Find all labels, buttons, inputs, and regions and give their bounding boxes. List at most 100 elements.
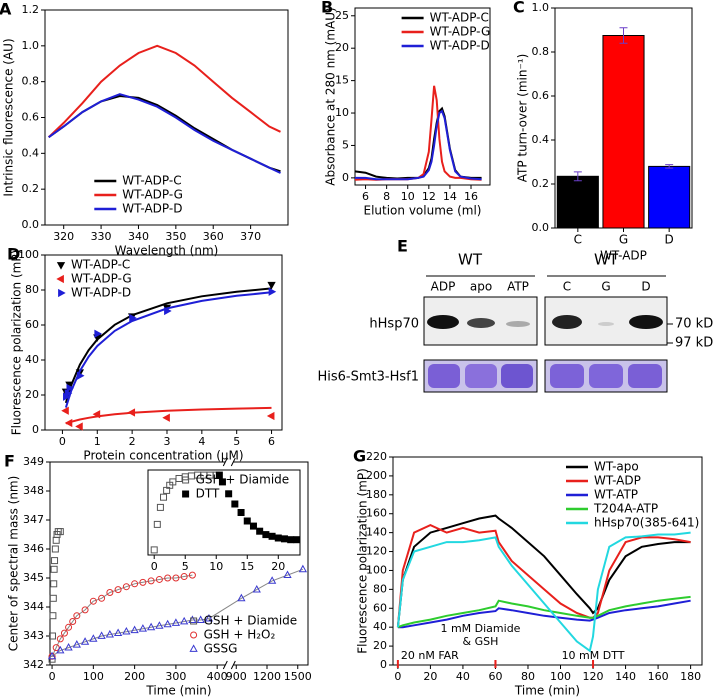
x-tick-label: 350 bbox=[165, 230, 186, 243]
x-axis-label: Protein concentration (μM) bbox=[83, 449, 243, 463]
point bbox=[127, 408, 136, 417]
y-tick-label: 15 bbox=[335, 74, 349, 87]
gel-group: WT bbox=[458, 251, 483, 269]
legend-marker bbox=[182, 476, 190, 484]
plot-frame bbox=[49, 461, 309, 666]
legend-label: hHsp70(385-641) bbox=[594, 516, 699, 530]
x-tick-label: 6 bbox=[268, 435, 275, 448]
point bbox=[249, 522, 257, 530]
series-line bbox=[354, 85, 482, 181]
point bbox=[49, 612, 57, 620]
legend-label: WT-ATP bbox=[594, 488, 638, 502]
y-axis-label: Intrinsic fluorescence (AU) bbox=[2, 38, 16, 196]
point bbox=[150, 546, 158, 554]
legend-label: GSSG bbox=[204, 642, 238, 656]
x-tick-label: 8 bbox=[383, 190, 390, 203]
x-tick-label: 0 bbox=[151, 560, 158, 573]
fit-line bbox=[65, 406, 272, 425]
gel-group: WT bbox=[594, 251, 619, 269]
x-tick-label: G bbox=[619, 233, 628, 247]
error-bar bbox=[573, 171, 582, 182]
point bbox=[49, 594, 57, 602]
y-tick-label: 200 bbox=[366, 469, 387, 482]
x-tick-label: 10 bbox=[209, 560, 223, 573]
x-tick-label: 2 bbox=[129, 435, 136, 448]
point bbox=[122, 583, 130, 591]
point bbox=[267, 576, 277, 584]
y-tick-label: 1.2 bbox=[22, 3, 40, 16]
band bbox=[467, 318, 495, 328]
y-tick-label: 10 bbox=[335, 106, 349, 119]
band bbox=[552, 315, 582, 329]
point bbox=[147, 577, 155, 585]
y-tick-label: 1.0 bbox=[22, 39, 40, 52]
point bbox=[89, 597, 97, 605]
legend-label: WT-ADP-D bbox=[122, 202, 182, 216]
error-bar bbox=[619, 27, 628, 44]
panel-letter: B bbox=[321, 0, 333, 17]
point bbox=[60, 629, 68, 637]
x-tick-label: C bbox=[574, 233, 582, 247]
point bbox=[231, 500, 239, 508]
legend-label: WT-ADP-D bbox=[430, 39, 490, 53]
legend-marker bbox=[182, 490, 190, 498]
x-axis-label: WT-ADP bbox=[600, 249, 647, 263]
point bbox=[298, 564, 308, 573]
legend-label: DTT bbox=[196, 487, 220, 501]
x-tick-label: 1200 bbox=[253, 670, 281, 683]
point bbox=[50, 580, 58, 588]
x-tick-label: 10 bbox=[401, 190, 415, 203]
x-tick-label: 320 bbox=[53, 230, 74, 243]
lane-label: C bbox=[563, 280, 571, 294]
annotation: 10 mM DTT bbox=[562, 649, 625, 662]
y-tick-label: 345 bbox=[23, 571, 44, 584]
x-tick-label: 5 bbox=[182, 560, 189, 573]
y-tick-label: 0.4 bbox=[532, 133, 550, 146]
point bbox=[172, 574, 180, 582]
bar bbox=[648, 165, 691, 229]
x-tick-label: 20 bbox=[271, 560, 285, 573]
x-tick-label: 300 bbox=[165, 670, 186, 683]
panel-letter: F bbox=[4, 452, 15, 471]
band bbox=[501, 364, 533, 388]
legend-marker bbox=[190, 617, 198, 625]
band bbox=[629, 315, 663, 329]
legend-label: GSH + Diamide bbox=[204, 614, 298, 628]
fit-line bbox=[51, 574, 193, 657]
point bbox=[72, 640, 81, 648]
x-tick-label: D bbox=[665, 233, 674, 247]
y-tick-label: 100 bbox=[366, 563, 387, 576]
y-axis-label: Fluorescence polarization (mP) bbox=[356, 468, 370, 654]
legend-label: GSH + Diamide bbox=[196, 473, 290, 487]
axis-break bbox=[222, 660, 236, 670]
x-tick-label: 370 bbox=[240, 230, 261, 243]
point bbox=[188, 571, 196, 579]
axis-break-gap bbox=[225, 663, 234, 667]
y-axis-label: Center of spectral mass (nm) bbox=[7, 476, 21, 652]
point bbox=[225, 490, 233, 498]
band bbox=[598, 322, 614, 326]
point bbox=[287, 536, 295, 544]
band bbox=[628, 364, 662, 388]
y-tick-label: 346 bbox=[23, 542, 44, 555]
y-tick-label: 25 bbox=[335, 9, 349, 22]
x-tick-label: 40 bbox=[456, 670, 470, 683]
plot-frame bbox=[392, 456, 703, 666]
plot-frame bbox=[44, 254, 283, 431]
point bbox=[262, 531, 270, 539]
point bbox=[196, 615, 205, 623]
y-tick-label: 347 bbox=[23, 513, 44, 526]
point bbox=[47, 651, 57, 660]
point bbox=[92, 410, 101, 419]
series-line bbox=[396, 531, 691, 653]
legend-label: WT-apo bbox=[594, 460, 639, 474]
row-label: hHsp70 bbox=[369, 317, 419, 332]
y-tick-label: 100 bbox=[18, 248, 39, 261]
row-label: His6-Smt3-Hsf1 bbox=[318, 370, 420, 385]
point bbox=[122, 627, 131, 635]
point bbox=[138, 624, 148, 632]
lane-label: ADP bbox=[431, 280, 456, 294]
band bbox=[428, 364, 460, 388]
point bbox=[105, 629, 115, 638]
